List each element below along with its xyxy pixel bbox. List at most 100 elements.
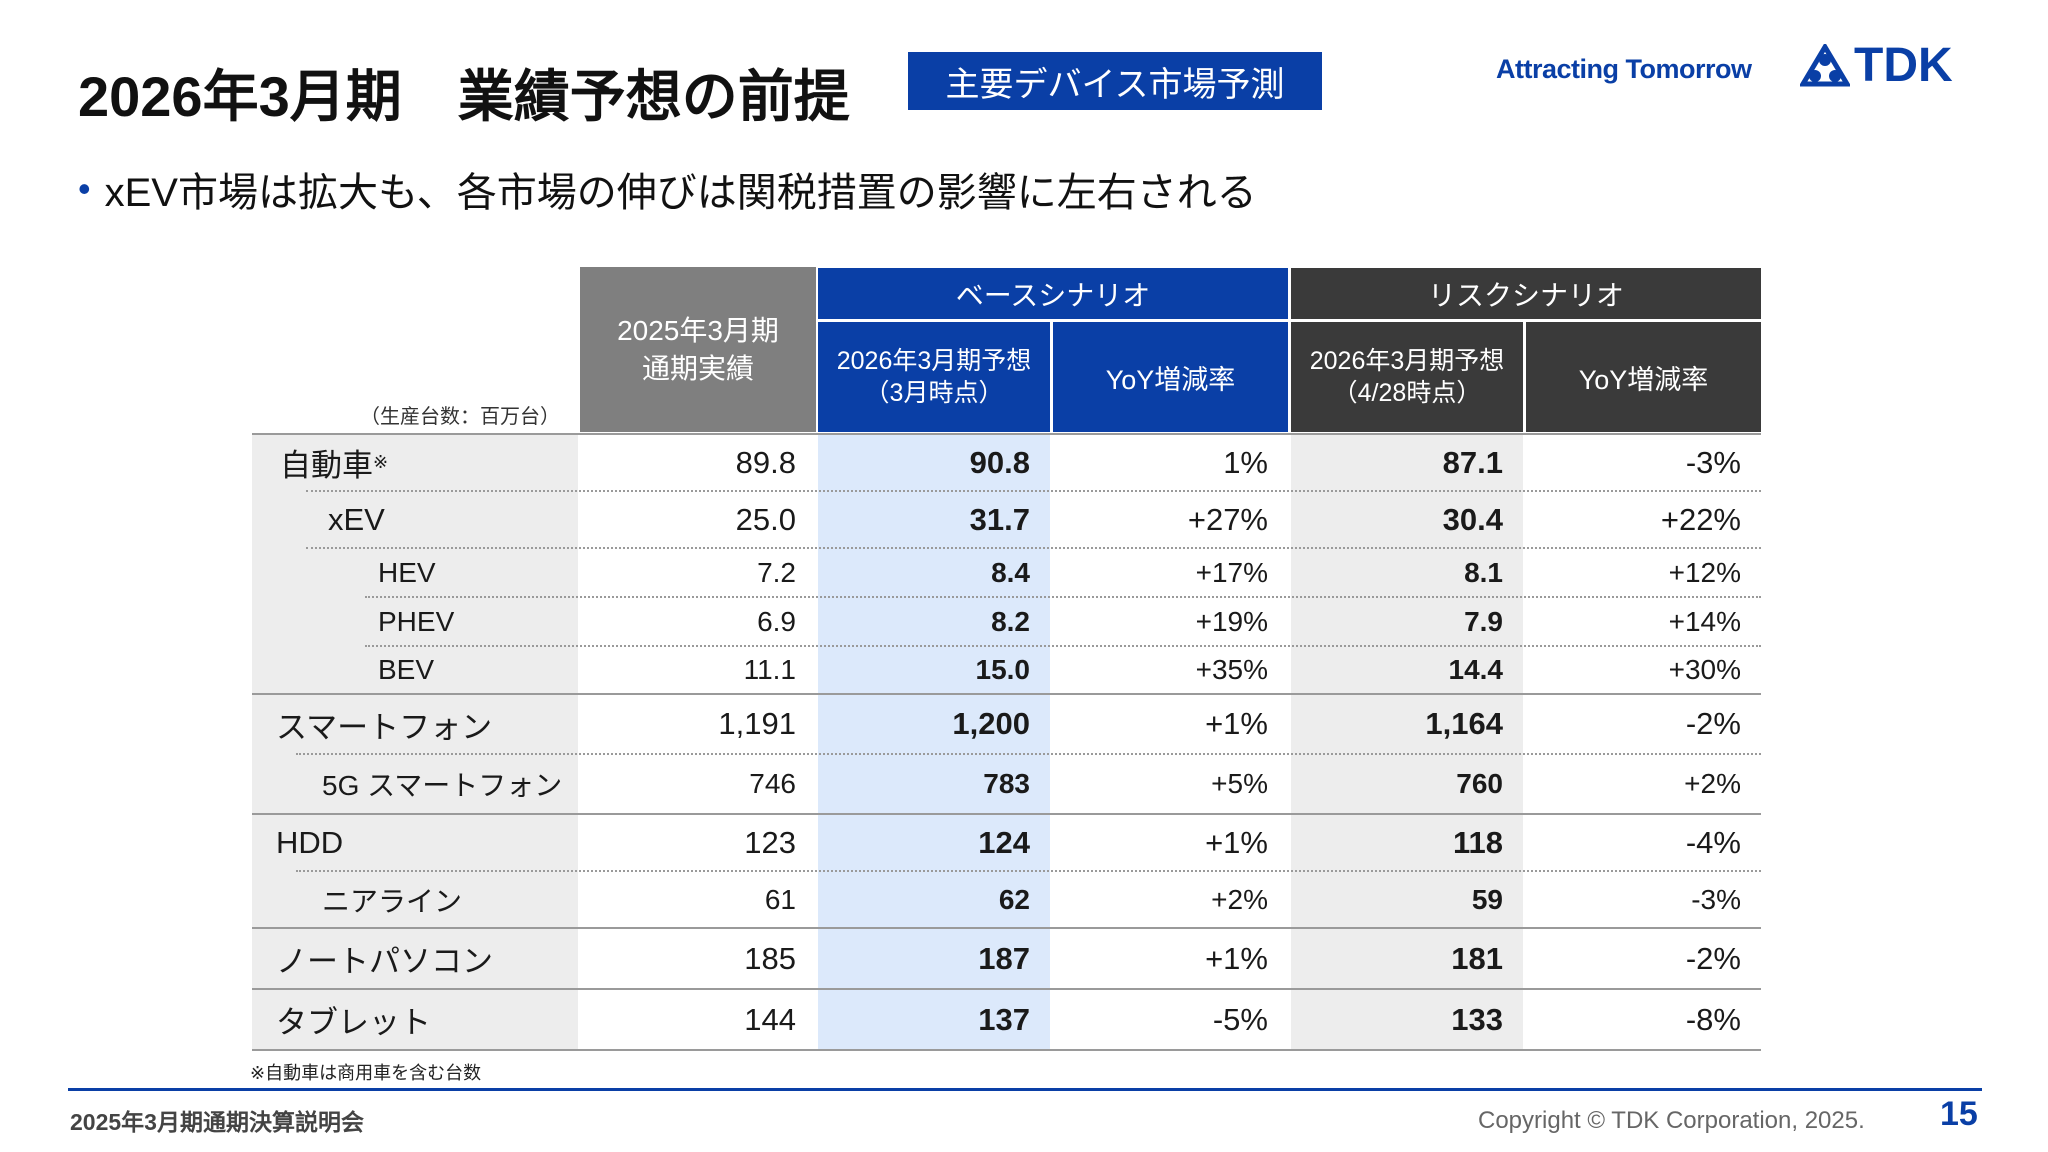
cell-risk-yoy: -3% (1526, 871, 1761, 928)
cell-risk-forecast: 59 (1291, 871, 1523, 928)
header-actual-line2: 通期実績 (641, 352, 754, 384)
cell-risk-forecast: 14.4 (1291, 646, 1523, 694)
cell-base-yoy-value: +27% (1187, 501, 1268, 537)
cell-risk-forecast-value: 1,164 (1425, 706, 1503, 741)
row-hdd: HDD 123 124 +1% 118 -4% (252, 814, 1761, 871)
cell-risk-yoy-value: -4% (1685, 824, 1741, 860)
cell-risk-yoy-value: +12% (1668, 556, 1741, 588)
row-label: タブレット (252, 989, 602, 1050)
cell-risk-yoy: -8% (1526, 989, 1761, 1050)
cell-base-yoy-value: +1% (1205, 706, 1268, 741)
row-label-text: 5G スマートフォン (322, 770, 563, 801)
header-risk-forecast: 2026年3月期予想 （4/28時点） (1291, 322, 1523, 432)
tdk-emblem-icon (1800, 43, 1850, 86)
cell-risk-yoy-value: +2% (1684, 768, 1741, 799)
cell-risk-forecast: 8.1 (1291, 548, 1523, 597)
cell-base-yoy-value: +1% (1205, 824, 1268, 860)
unit-note: （生産台数：百万台） (360, 406, 560, 428)
row-label: BEV (252, 646, 704, 694)
cell-risk-forecast: 30.4 (1291, 491, 1523, 548)
header-base-forecast-line1: 2026年3月期予想 (836, 347, 1032, 375)
cell-risk-forecast-value: 8.1 (1464, 556, 1503, 588)
cell-actual-value: 185 (744, 940, 796, 976)
row-label: HDD (252, 814, 602, 871)
cell-base-forecast-value: 124 (978, 824, 1030, 860)
cell-risk-forecast: 87.1 (1291, 434, 1523, 491)
row-divider-dotted (306, 547, 1761, 549)
cell-risk-yoy-value: -2% (1685, 940, 1741, 976)
cell-base-yoy-value: -5% (1212, 1001, 1268, 1037)
cell-risk-forecast-value: 760 (1456, 768, 1503, 799)
cell-base-forecast-value: 62 (998, 883, 1030, 915)
cell-base-forecast: 1,200 (818, 694, 1050, 754)
row-xev: xEV 25.0 31.7 +27% 30.4 +22% (252, 491, 1761, 548)
row-hev: HEV 7.2 8.4 +17% 8.1 +12% (252, 548, 1761, 597)
row-tablet: タブレット 144 137 -5% 133 -8% (252, 989, 1761, 1050)
row-label: HEV (252, 548, 704, 597)
cell-actual-value: 11.1 (743, 654, 796, 685)
cell-risk-yoy: -2% (1526, 694, 1761, 754)
cell-base-yoy: +35% (1053, 646, 1288, 694)
cell-actual: 144 (580, 989, 816, 1050)
row-divider-dotted (365, 645, 1761, 647)
cell-actual: 11.1 (580, 646, 816, 694)
row-automobile: 自動車 ※ 89.8 90.8 1% 87.1 -3% (252, 434, 1761, 491)
cell-actual: 25.0 (580, 491, 816, 548)
cell-actual: 61 (580, 871, 816, 928)
cell-risk-forecast-value: 118 (1452, 824, 1503, 860)
cell-actual: 7.2 (580, 548, 816, 597)
cell-base-forecast: 31.7 (818, 491, 1050, 548)
cell-risk-forecast-value: 133 (1451, 1001, 1503, 1037)
row-label: xEV (252, 491, 654, 548)
row-label: 自動車 ※ (252, 434, 606, 491)
cell-risk-yoy: -2% (1526, 928, 1761, 989)
row-notebook: ノートパソコン 185 187 +1% 181 -2% (252, 928, 1761, 989)
logo-wordmark: TDK (1854, 39, 1953, 92)
cell-risk-forecast: 133 (1291, 989, 1523, 1050)
row-smartphone: スマートフォン 1,191 1,200 +1% 1,164 -2% (252, 694, 1761, 754)
cell-base-forecast-value: 137 (978, 1001, 1030, 1037)
cell-risk-yoy-value: -3% (1691, 883, 1741, 915)
cell-risk-forecast-value: 30.4 (1442, 501, 1503, 537)
row-bev: BEV 11.1 15.0 +35% 14.4 +30% (252, 646, 1761, 694)
cell-base-yoy-value: +2% (1211, 883, 1268, 915)
cell-risk-forecast: 181 (1291, 928, 1523, 989)
bullet-point: • xEV市場は拡大も、各市場の伸びは関税措置の影響に左右される (78, 160, 1257, 218)
cell-actual-value: 144 (744, 1001, 796, 1037)
header-base-forecast: 2026年3月期予想 （3月時点） (818, 322, 1050, 432)
cell-base-forecast-value: 783 (983, 768, 1030, 799)
cell-base-forecast: 8.4 (818, 548, 1050, 597)
cell-base-forecast: 15.0 (818, 646, 1050, 694)
footnote-mark: ※ (373, 452, 389, 472)
header-actual: 2025年3月期 通期実績 (580, 267, 816, 432)
header-actual-line1: 2025年3月期 (617, 314, 779, 346)
cell-base-yoy-value: 1% (1223, 444, 1268, 480)
cell-risk-yoy: +12% (1526, 548, 1761, 597)
header-base-scenario: ベースシナリオ (818, 268, 1288, 319)
cell-risk-forecast-value: 7.9 (1464, 605, 1503, 637)
cell-actual: 89.8 (580, 434, 816, 491)
cell-base-yoy: +27% (1053, 491, 1288, 548)
brand-slogan: Attracting Tomorrow (1496, 54, 1752, 84)
label-column-bg (252, 434, 578, 1050)
row-nearline: ニアライン 61 62 +2% 59 -3% (252, 871, 1761, 928)
row-phev: PHEV 6.9 8.2 +19% 7.9 +14% (252, 597, 1761, 646)
cell-base-yoy-value: +1% (1205, 940, 1268, 976)
cell-base-forecast: 187 (818, 928, 1050, 989)
base-forecast-column-bg (818, 434, 1050, 1050)
cell-actual-value: 61 (764, 883, 796, 915)
header-risk-yoy: YoY増減率 (1526, 322, 1761, 432)
footnote: ※自動車は商用車を含む台数 (250, 1063, 482, 1083)
row-label-text: 自動車 (280, 448, 373, 483)
cell-base-forecast-value: 8.4 (991, 556, 1030, 588)
row-label-text: ノートパソコン (276, 944, 493, 979)
row-label: ノートパソコン (252, 928, 602, 989)
cell-base-forecast: 124 (818, 814, 1050, 871)
cell-actual-value: 746 (749, 768, 796, 799)
cell-base-yoy: +5% (1053, 754, 1288, 814)
cell-actual-value: 25.0 (735, 501, 796, 537)
header-risk-forecast-line1: 2026年3月期予想 (1309, 347, 1505, 375)
cell-base-yoy-value: +19% (1195, 605, 1268, 637)
row-divider (252, 988, 1761, 990)
cell-base-yoy: +1% (1053, 928, 1288, 989)
